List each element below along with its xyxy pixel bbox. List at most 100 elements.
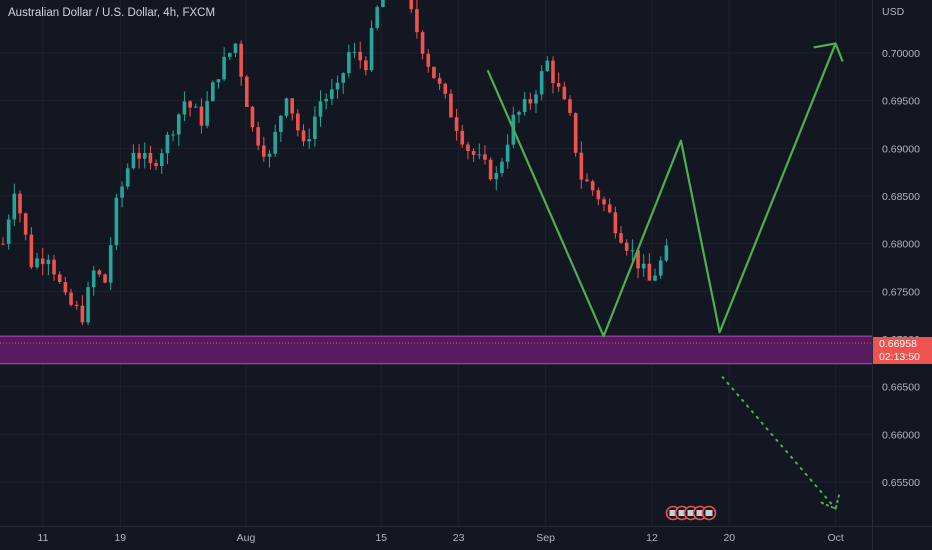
price-tick-label: 0.67500 xyxy=(882,286,920,298)
candle-body xyxy=(120,186,124,198)
flag-icon xyxy=(678,510,686,516)
candle-body xyxy=(1,243,5,245)
candle-body xyxy=(239,43,243,77)
price-tick-label: 0.68000 xyxy=(882,239,920,251)
candle-body xyxy=(233,43,238,54)
candle-body xyxy=(69,292,73,305)
candle-body xyxy=(63,282,68,293)
candle-body xyxy=(228,53,232,57)
candle-body xyxy=(409,0,414,10)
candle-body xyxy=(74,304,79,306)
candle-body xyxy=(454,117,459,131)
candle-body xyxy=(573,113,578,153)
candle-body xyxy=(296,113,300,131)
candle-body xyxy=(142,153,147,159)
event-markers[interactable] xyxy=(665,505,717,521)
candle-body xyxy=(437,78,442,84)
candle-body xyxy=(579,152,584,180)
arrow-head-down-dotted xyxy=(820,491,841,511)
candle-body xyxy=(460,130,465,145)
time-tick-label: 19 xyxy=(114,532,126,544)
candle-body xyxy=(619,233,623,243)
candle-body xyxy=(210,82,215,102)
candle-body xyxy=(602,199,606,205)
time-tick-label: Aug xyxy=(237,532,256,544)
flag-icon xyxy=(696,510,704,516)
price-tick-label: 0.68500 xyxy=(882,191,920,203)
candle-body xyxy=(545,60,550,72)
candle-body xyxy=(307,138,311,142)
candle-body xyxy=(556,82,561,87)
candle-body xyxy=(301,130,306,142)
time-tick-label: 20 xyxy=(723,532,735,544)
candle-body xyxy=(57,274,62,283)
candle-body xyxy=(415,9,419,33)
candle-body xyxy=(347,52,351,74)
candle-body xyxy=(46,259,51,265)
candle-body xyxy=(369,27,374,71)
candle-body xyxy=(477,154,482,156)
candle-body xyxy=(290,98,294,114)
candle-body xyxy=(171,134,175,136)
candle-body xyxy=(613,212,618,234)
price-tick-label: 0.65500 xyxy=(882,477,920,489)
candle-body xyxy=(500,161,504,174)
candle-body xyxy=(318,101,323,117)
candle-body xyxy=(585,179,589,182)
candle-body xyxy=(488,159,493,180)
candle-body xyxy=(12,193,17,220)
last-price-label: 0.66958 xyxy=(873,337,932,351)
time-tick-label: 12 xyxy=(646,532,658,544)
candle-body xyxy=(596,190,601,200)
candle-body xyxy=(284,98,289,116)
candle-body xyxy=(375,7,380,28)
candle-body xyxy=(176,114,181,135)
candle-body xyxy=(358,51,363,61)
candle-body xyxy=(188,101,192,108)
price-tick-label: 0.66500 xyxy=(882,382,920,394)
candle-body xyxy=(568,99,572,114)
candle-body xyxy=(483,154,487,160)
candle-body xyxy=(636,250,640,269)
candle-body xyxy=(131,152,136,169)
candle-body xyxy=(335,82,340,90)
candle-body xyxy=(630,250,635,252)
candle-body xyxy=(466,144,470,151)
candle-body xyxy=(199,106,204,126)
candle-body xyxy=(80,305,85,323)
candle-body xyxy=(52,259,56,275)
w-pattern-line xyxy=(486,43,837,338)
candle-body xyxy=(471,150,476,155)
candle-body xyxy=(432,66,436,79)
support-zone xyxy=(0,335,872,365)
candle-body xyxy=(222,56,226,80)
currency-label: USD xyxy=(882,6,905,18)
candle-body xyxy=(40,258,45,265)
support-zone-rect xyxy=(0,336,872,364)
candle-body xyxy=(562,86,567,100)
time-tick-label: Sep xyxy=(536,532,555,544)
candle-body xyxy=(653,275,657,281)
candle-body xyxy=(114,197,119,246)
flag-icon xyxy=(705,510,713,516)
candle-body xyxy=(607,204,612,213)
price-tick-label: 0.66000 xyxy=(882,429,920,441)
chart-title: Australian Dollar / U.S. Dollar, 4h, FXC… xyxy=(8,7,216,19)
candle-body xyxy=(352,51,357,53)
time-tick-label: 23 xyxy=(453,532,465,544)
candle-body xyxy=(273,131,277,154)
candle-body xyxy=(205,101,209,126)
candle-body xyxy=(420,32,425,54)
time-axis[interactable]: 11 19 Aug 15 23 Sep 12 20 Oct xyxy=(38,532,844,544)
candle-body xyxy=(449,93,453,118)
price-tick-label: 0.70000 xyxy=(882,48,920,60)
pattern-lines xyxy=(486,42,844,511)
price-tick-label: 0.69000 xyxy=(882,143,920,155)
candle-body xyxy=(250,106,255,128)
candle-body xyxy=(148,153,153,164)
price-tick-label: 0.69500 xyxy=(882,96,920,108)
candle-body xyxy=(165,134,170,154)
